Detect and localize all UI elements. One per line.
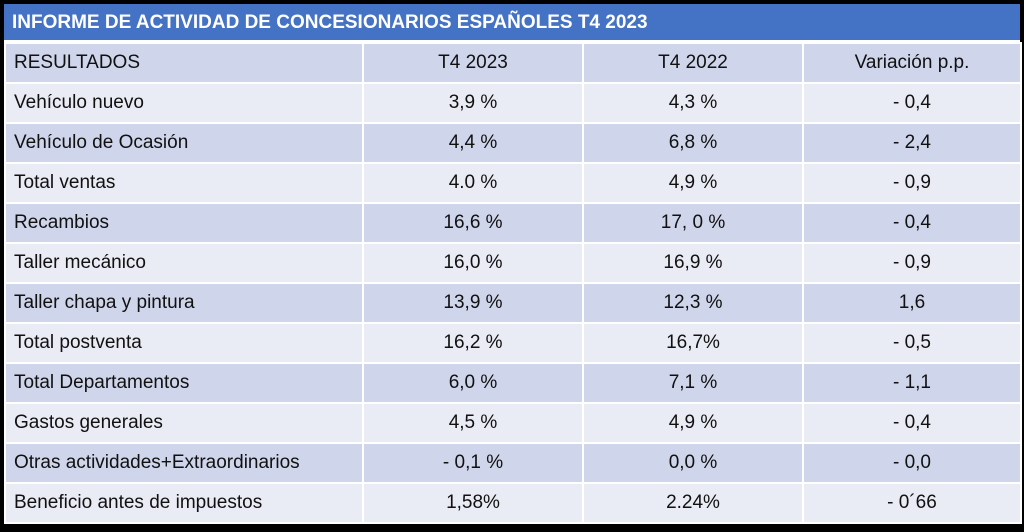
table-cell: 1,58% — [362, 482, 584, 524]
table-cell: Vehículo de Ocasión — [4, 122, 364, 164]
table-row: Taller mecánico 16,0 % 16,9 % - 0,9 — [4, 242, 1022, 284]
table-cell: 4,5 % — [362, 402, 584, 444]
table-cell: 4,9 % — [582, 402, 804, 444]
table-cell: Total Departamentos — [4, 362, 364, 404]
title-bar: INFORME DE ACTIVIDAD DE CONCESIONARIOS E… — [4, 4, 1020, 42]
table-cell: - 0,4 — [802, 402, 1022, 444]
table-cell: - 0,9 — [802, 162, 1022, 204]
table-cell: Vehículo nuevo — [4, 82, 364, 124]
table-row: Taller chapa y pintura 13,9 % 12,3 % 1,6 — [4, 282, 1022, 324]
table-cell: 6,0 % — [362, 362, 584, 404]
table-cell: 4,9 % — [582, 162, 804, 204]
table-cell: 4,4 % — [362, 122, 584, 164]
table-cell: T4 2023 — [362, 42, 584, 84]
table-cell: - 0,5 — [802, 322, 1022, 364]
table-cell: Otras actividades+Extraordinarios — [4, 442, 364, 484]
report: INFORME DE ACTIVIDAD DE CONCESIONARIOS E… — [4, 4, 1022, 524]
table-cell: Taller mecánico — [4, 242, 364, 284]
table-cell: - 1,1 — [802, 362, 1022, 404]
table-row: Gastos generales 4,5 % 4,9 % - 0,4 — [4, 402, 1022, 444]
table-row: Vehículo de Ocasión 4,4 % 6,8 % - 2,4 — [4, 122, 1022, 164]
table-cell: Taller chapa y pintura — [4, 282, 364, 324]
results-table: RESULTADOS T4 2023 T4 2022 Variación p.p. Ve… — [4, 42, 1022, 524]
table-cell: RESULTADOS — [4, 42, 364, 84]
table-cell: - 2,4 — [802, 122, 1022, 164]
table-cell: 4.0 % — [362, 162, 584, 204]
table-cell: 6,8 % — [582, 122, 804, 164]
table-cell: Beneficio antes de impuestos — [4, 482, 364, 524]
table-cell: 17, 0 % — [582, 202, 804, 244]
table-cell: - 0,9 — [802, 242, 1022, 284]
table-cell: - 0,4 — [802, 202, 1022, 244]
table-row: Total postventa 16,2 % 16,7% - 0,5 — [4, 322, 1022, 364]
table-row: Beneficio antes de impuestos 1,58% 2.24% - … — [4, 482, 1022, 524]
table-cell: 13,9 % — [362, 282, 584, 324]
table-row: Otras actividades+Extraordinarios - 0,1 %… — [4, 442, 1022, 484]
table-cell: 7,1 % — [582, 362, 804, 404]
table-row: Vehículo nuevo 3,9 % 4,3 % - 0,4 — [4, 82, 1022, 124]
table-cell: Variación p.p. — [802, 42, 1022, 84]
table-cell: 2.24% — [582, 482, 804, 524]
table-cell: - 0´66 — [802, 482, 1022, 524]
table-row: RESULTADOS T4 2023 T4 2022 Variación p.p. — [4, 42, 1022, 84]
table-cell: - 0,1 % — [362, 442, 584, 484]
table-cell: 4,3 % — [582, 82, 804, 124]
table-cell: 16,7% — [582, 322, 804, 364]
table-cell: 16,2 % — [362, 322, 584, 364]
table-cell: 0,0 % — [582, 442, 804, 484]
table-cell: Total ventas — [4, 162, 364, 204]
table-body: RESULTADOS T4 2023 T4 2022 Variación p.p. Ve… — [4, 42, 1022, 524]
table-cell: - 0,0 — [802, 442, 1022, 484]
table-cell: 12,3 % — [582, 282, 804, 324]
table-cell: T4 2022 — [582, 42, 804, 84]
table-row: Total Departamentos 6,0 % 7,1 % - 1,1 — [4, 362, 1022, 404]
table-cell: 16,9 % — [582, 242, 804, 284]
table-row: Recambios 16,6 % 17, 0 % - 0,4 — [4, 202, 1022, 244]
table-cell: Recambios — [4, 202, 364, 244]
table-cell: 3,9 % — [362, 82, 584, 124]
table-cell: - 0,4 — [802, 82, 1022, 124]
table-row: Total ventas 4.0 % 4,9 % - 0,9 — [4, 162, 1022, 204]
table-cell: 16,0 % — [362, 242, 584, 284]
table-cell: 16,6 % — [362, 202, 584, 244]
table-cell: Gastos generales — [4, 402, 364, 444]
table-cell: 1,6 — [802, 282, 1022, 324]
table-cell: Total postventa — [4, 322, 364, 364]
